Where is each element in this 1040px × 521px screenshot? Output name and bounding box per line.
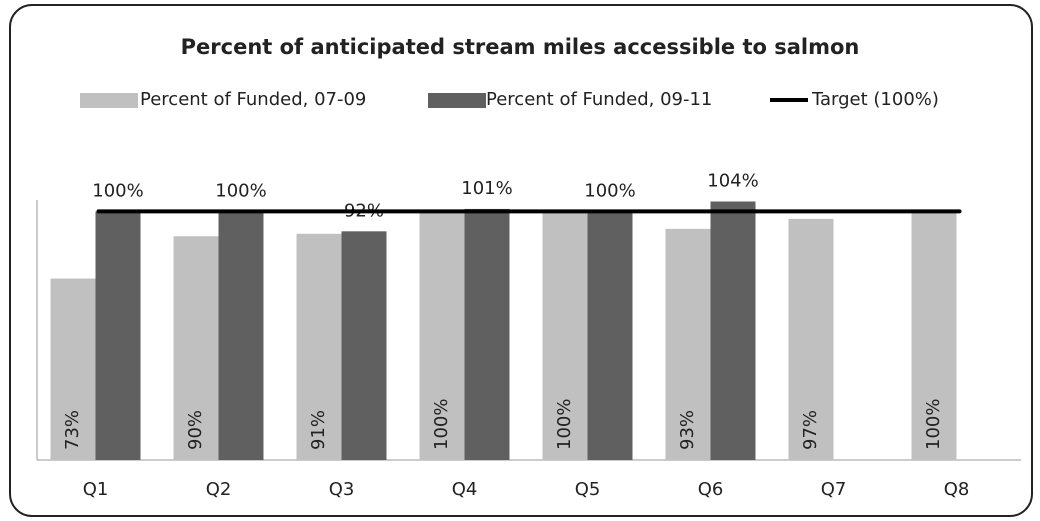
value-label: 97% [800,410,821,450]
legend-label: Percent of Funded, 09-11 [486,89,712,110]
x-tick-label: Q5 [575,479,601,500]
bar [911,211,957,460]
bar [542,211,588,460]
value-label: 100% [431,399,452,450]
x-tick-label: Q3 [329,479,355,500]
bar [587,211,633,460]
value-label: 93% [677,410,698,450]
bar [296,233,342,460]
value-label: 100% [584,180,635,201]
bar [419,211,465,460]
value-label: 91% [308,410,329,450]
bar [665,228,711,460]
x-tick-label: Q8 [944,479,970,500]
value-label: 100% [92,180,143,201]
bar [788,218,834,460]
x-tick-label: Q1 [83,479,109,500]
legend-label: Target (100%) [811,89,939,110]
value-label: 100% [554,399,575,450]
bar [95,211,141,460]
x-tick-label: Q6 [698,479,724,500]
legend-swatch [80,93,138,108]
bar [464,208,510,460]
x-tick-label: Q7 [821,479,847,500]
value-label: 90% [185,410,206,450]
bar [218,211,264,460]
legend-label: Percent of Funded, 07-09 [140,89,366,110]
value-label: 73% [62,410,83,450]
bar [50,278,96,460]
x-tick-label: Q4 [452,479,478,500]
value-label: 104% [707,170,758,191]
chart-frame [9,4,1033,517]
legend-swatch [428,93,486,108]
value-label: 100% [215,180,266,201]
bar [710,201,756,460]
chart-title: Percent of anticipated stream miles acce… [181,35,860,59]
bar [173,236,219,460]
bar [341,231,387,460]
x-tick-label: Q2 [206,479,232,500]
value-label: 100% [923,399,944,450]
value-label: 101% [461,178,512,199]
